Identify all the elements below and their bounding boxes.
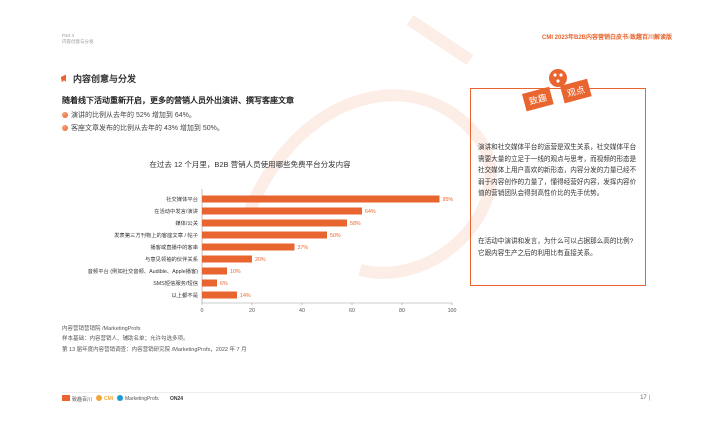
chart-title: 在过去 12 个月里，B2B 营销人员使用哪些免费平台分发内容 (149, 160, 351, 169)
category-label: 与意见领袖的伙伴关系 (145, 255, 198, 263)
logo-on24: ON24 (170, 396, 184, 402)
bullet-dot-icon (62, 125, 68, 131)
category-label: 在活动中发言/演讲 (154, 207, 199, 215)
part-label: Part 3 (62, 33, 75, 38)
headline: 随着线下活动重新开启，更多的营销人员外出演讲、撰写客座文章 (62, 96, 294, 105)
source-survey: 第 13 届年度内容营销调查：内容营销研究院 /MarketingProfs，2… (62, 347, 247, 353)
x-tick-label: 60 (349, 308, 355, 314)
bar (202, 195, 440, 203)
data-label: 10% (230, 269, 241, 275)
bar (202, 267, 227, 275)
page-number: 17 | (640, 395, 650, 401)
bullet-item: 客座文章发布的比例从去年的 43% 增加到 50%。 (62, 123, 224, 133)
category-label: 音频平台 (例如社交音频、Audible、Apple播客) (88, 267, 199, 275)
bullet-item: 演讲的比例从去年的 52% 增加到 64%。 (62, 110, 196, 120)
x-tick-label: 100 (448, 308, 457, 314)
category-label: 播客或直播中的客串 (150, 243, 198, 251)
data-label: 58% (350, 221, 361, 227)
data-label: 50% (330, 233, 341, 239)
viewpoint-stamp: 致趣 观点 (522, 69, 592, 112)
x-tick-label: 0 (201, 308, 204, 314)
report-title: CMI 2023年B2B内容营销白皮书-致趣百川解读版 (541, 35, 672, 41)
bar (202, 207, 362, 215)
category-label: 发表第三方刊物上的客座文章 / 帖子 (114, 231, 199, 239)
x-tick-label: 20 (249, 308, 255, 314)
logo-zhiqu: 致趣百川 (72, 397, 93, 403)
bar (202, 279, 217, 287)
svg-text:致趣: 致趣 (528, 91, 548, 106)
bullet-text: 客座文章发布的比例从去年的 43% 增加到 50%。 (71, 125, 224, 132)
bar (202, 243, 295, 251)
section-title: 内容创意与分发 (73, 74, 137, 84)
source-org: 内容营销营销院 /MarketingProfs (62, 326, 141, 332)
cmi-logo-icon (96, 395, 102, 401)
viewpoint-box (470, 88, 646, 286)
data-label: 14% (240, 293, 251, 299)
viewpoint-paragraph-1: 演讲和社交媒体平台的运营是双生关系，社交媒体平台需要大量的立足于一线的观点与思考… (478, 144, 637, 197)
logo-cmi: CMI (104, 396, 114, 402)
data-label: 6% (220, 281, 228, 287)
megaphone-icon (61, 74, 66, 82)
source-sample: 样本基础：内容营销人、辅助名单；允许勾选多项。 (62, 336, 189, 342)
category-label: 媒体/公关 (175, 219, 198, 227)
part-subtitle: 内容创意与分发 (62, 39, 94, 44)
logo-marketingprofs: MarketingProfs (125, 396, 159, 402)
data-label: 37% (298, 245, 309, 251)
category-label: 以上都不是 (172, 291, 199, 299)
bar (202, 255, 252, 263)
svg-text:观点: 观点 (566, 84, 586, 98)
data-label: 64% (365, 209, 376, 215)
viewpoint-paragraph-2: 在活动中演讲和发言，为什么可以占据那么高的比例? 它跟内容生产之后的利用比有直接… (478, 238, 634, 257)
footer-divider (62, 392, 648, 393)
bullet-text: 演讲的比例从去年的 52% 增加到 64%。 (71, 112, 196, 119)
data-label: 95% (443, 197, 454, 203)
x-tick-label: 80 (399, 308, 405, 314)
category-label: 社交媒体平台 (166, 195, 198, 203)
page-number-text: 17 (640, 395, 647, 401)
bar (202, 231, 327, 239)
data-label: 20% (255, 257, 266, 263)
category-label: SMS短信服务/短信 (153, 279, 198, 287)
x-tick-label: 40 (299, 308, 305, 314)
bullet-dot-icon (62, 112, 68, 118)
bar (202, 219, 347, 227)
bar-chart: 社交媒体平台 95% 在活动中发言/演讲 64% 媒体/公关 58% 发表第三方刊物上的客座… (88, 189, 457, 314)
page-number-mark: | (648, 395, 650, 401)
marketingprofs-logo-icon (117, 395, 123, 401)
zhiqu-logo-icon (62, 395, 70, 401)
bar (202, 291, 237, 299)
